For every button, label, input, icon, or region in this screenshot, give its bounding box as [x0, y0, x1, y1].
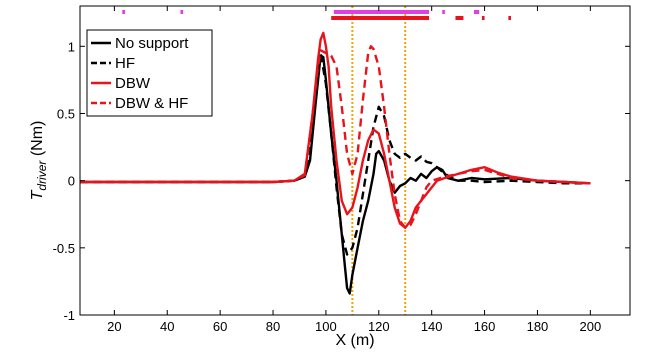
x-tick-label: 200	[579, 319, 601, 334]
legend: No support HF DBW DBW & HF	[86, 29, 213, 117]
marker-hf-2	[442, 10, 445, 14]
x-tick-label: 20	[107, 319, 121, 334]
marker-dbw-4	[508, 16, 512, 20]
y-axis-label-main: T	[29, 189, 46, 200]
marker-hf-3	[473, 10, 480, 14]
marker-dbw-3	[481, 16, 485, 20]
marker-hf-1	[333, 10, 430, 14]
legend-label-dbw-hf: DBW & HF	[115, 95, 188, 112]
y-tick-label: 0	[68, 174, 75, 189]
marker-dbw-1	[331, 16, 430, 20]
y-tick-label: 0.5	[57, 106, 75, 121]
x-tick-label: 60	[213, 319, 227, 334]
marker-no-support-2	[180, 10, 184, 14]
y-axis-label-unit: (Nm)	[29, 121, 46, 161]
legend-label-hf: HF	[115, 55, 135, 72]
x-tick-label: 80	[266, 319, 280, 334]
marker-no-support-1	[122, 10, 125, 14]
x-axis-label: X (m)	[335, 332, 374, 349]
x-tick-label: 160	[474, 319, 496, 334]
legend-label-no-support: No support	[115, 35, 189, 52]
top-markers	[122, 10, 512, 20]
x-tick-label: 180	[527, 319, 549, 334]
marker-dbw-2	[455, 16, 464, 20]
y-tick-label: -1	[63, 308, 75, 323]
x-tick-label: 140	[421, 319, 443, 334]
series-lines	[80, 31, 591, 295]
y-tick-label: 1	[68, 39, 75, 54]
axis-ticks: 20 40 60 80 100 120 140 160 180 200 -1 -0.5 0 0.5 1	[53, 6, 630, 334]
legend-box	[86, 29, 213, 117]
legend-label-dbw: DBW	[115, 75, 151, 92]
y-axis-label: Tdriver (Nm)	[29, 121, 49, 201]
reference-lines	[351, 6, 407, 315]
x-tick-label: 40	[160, 319, 174, 334]
x-tick-label: 100	[315, 319, 337, 334]
series-line-dbw-hf	[80, 45, 591, 229]
plot-frame	[79, 5, 631, 316]
y-tick-label: -0.5	[53, 241, 75, 256]
x-tick-label: 120	[368, 319, 390, 334]
y-axis-label-sub: driver	[35, 160, 49, 191]
series-line-hf	[80, 51, 591, 256]
